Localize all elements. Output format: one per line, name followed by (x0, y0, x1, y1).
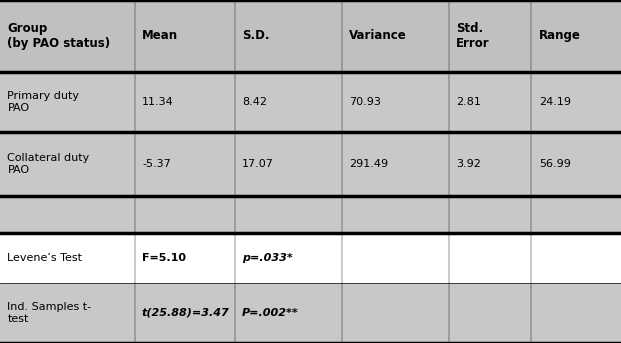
Bar (0, 196, 135, 233)
Bar (532, 283, 621, 343)
Bar (0, 283, 135, 343)
Bar (532, 196, 621, 233)
Text: 8.42: 8.42 (242, 97, 267, 107)
Text: p=.033*: p=.033* (242, 253, 293, 263)
Bar (0, 233, 135, 283)
Bar (532, 72, 621, 132)
Text: F=5.10: F=5.10 (142, 253, 186, 263)
Text: P=.002**: P=.002** (242, 308, 299, 318)
Text: 17.07: 17.07 (242, 159, 274, 169)
Text: Group
(by PAO status): Group (by PAO status) (7, 22, 111, 50)
Bar (448, 0, 532, 72)
Text: Primary duty
PAO: Primary duty PAO (7, 91, 79, 113)
Text: 56.99: 56.99 (539, 159, 571, 169)
Text: Levene’s Test: Levene’s Test (7, 253, 83, 263)
Text: Variance: Variance (349, 29, 407, 42)
Bar (235, 196, 342, 233)
Bar (0, 72, 135, 132)
Bar (448, 72, 532, 132)
Text: Mean: Mean (142, 29, 178, 42)
Bar (342, 233, 448, 283)
Bar (532, 0, 621, 72)
Text: 3.92: 3.92 (456, 159, 481, 169)
Bar (448, 132, 532, 196)
Bar (342, 196, 448, 233)
Bar (135, 196, 235, 233)
Bar (0, 0, 135, 72)
Bar (235, 233, 342, 283)
Text: t(25.88)=3.47: t(25.88)=3.47 (142, 308, 230, 318)
Text: Ind. Samples t-
test: Ind. Samples t- test (7, 302, 91, 324)
Bar (135, 132, 235, 196)
Bar (532, 132, 621, 196)
Bar (0, 132, 135, 196)
Bar (342, 0, 448, 72)
Bar (448, 233, 532, 283)
Text: S.D.: S.D. (242, 29, 270, 42)
Bar (448, 283, 532, 343)
Text: 11.34: 11.34 (142, 97, 174, 107)
Bar (135, 233, 235, 283)
Text: 70.93: 70.93 (349, 97, 381, 107)
Bar (235, 72, 342, 132)
Bar (342, 132, 448, 196)
Bar (135, 72, 235, 132)
Bar (448, 196, 532, 233)
Bar (135, 283, 235, 343)
Text: Range: Range (539, 29, 581, 42)
Bar (235, 132, 342, 196)
Text: Std.
Error: Std. Error (456, 22, 489, 50)
Text: -5.37: -5.37 (142, 159, 171, 169)
Bar (532, 233, 621, 283)
Bar (235, 0, 342, 72)
Text: 24.19: 24.19 (539, 97, 571, 107)
Bar (235, 283, 342, 343)
Bar (342, 72, 448, 132)
Text: Collateral duty
PAO: Collateral duty PAO (7, 153, 89, 175)
Bar (135, 0, 235, 72)
Text: 291.49: 291.49 (349, 159, 388, 169)
Bar (342, 283, 448, 343)
Text: 2.81: 2.81 (456, 97, 481, 107)
